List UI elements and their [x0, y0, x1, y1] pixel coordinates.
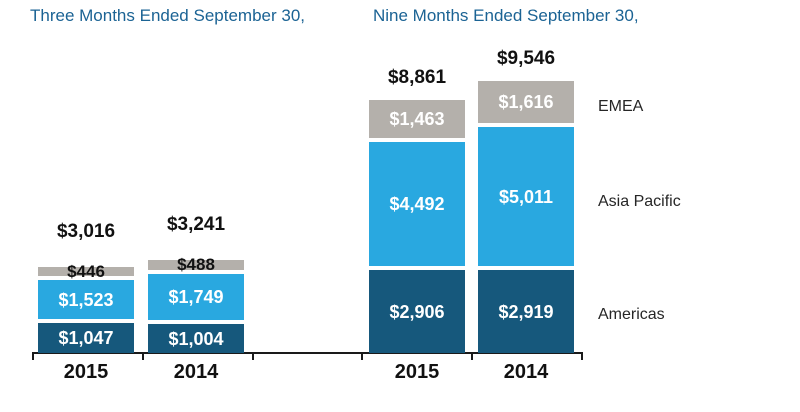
- bar-segment-americas: $2,906: [369, 270, 465, 353]
- axis-tick: [581, 352, 583, 360]
- bar-total-label: $9,546: [496, 48, 556, 69]
- segment-value-label: $488: [177, 255, 215, 274]
- segment-value-label: $1,463: [389, 109, 445, 129]
- chart-title-three-months: Three Months Ended September 30,: [30, 6, 305, 25]
- x-axis-category-label: 2014: [503, 361, 549, 383]
- x-axis-category-label: 2015: [394, 361, 440, 383]
- bar-2015-three-months: $1,047 $1,523 $446: [38, 262, 134, 353]
- x-axis-line: [33, 352, 583, 354]
- axis-tick: [252, 352, 254, 360]
- bar-segment-asia-pacific: $5,011: [478, 127, 574, 270]
- segment-value-label: $2,919: [498, 301, 554, 322]
- bar-2014-nine-months: $2,919 $5,011 $1,616: [478, 81, 574, 353]
- x-axis-category-label: 2015: [63, 361, 109, 383]
- bar-total-label: $8,861: [387, 67, 447, 88]
- bar-2014-three-months: $1,004 $1,749 $488: [148, 256, 244, 353]
- bar-segment-emea: $1,463: [369, 100, 465, 142]
- legend-label-americas: Americas: [598, 306, 665, 323]
- bar-2015-nine-months: $2,906 $4,492 $1,463: [369, 100, 465, 353]
- axis-tick: [32, 352, 34, 360]
- bar-total-label: $3,016: [56, 221, 116, 242]
- bar-segment-americas: $2,919: [478, 270, 574, 353]
- segment-value-label: $4,492: [389, 194, 445, 214]
- segment-value-label: $1,047: [58, 328, 114, 348]
- bar-total-label: $3,241: [166, 214, 226, 235]
- bar-segment-americas: $1,004: [148, 324, 244, 353]
- bar-segment-emea: $446: [38, 262, 134, 280]
- axis-tick: [471, 352, 473, 360]
- segment-value-label: $2,906: [389, 301, 445, 322]
- bar-segment-americas: $1,047: [38, 323, 134, 353]
- axis-tick: [361, 352, 363, 360]
- axis-tick: [142, 352, 144, 360]
- bar-segment-asia-pacific: $4,492: [369, 142, 465, 270]
- bar-segment-emea: $488: [148, 256, 244, 274]
- segment-value-label: $1,616: [498, 92, 554, 112]
- segment-value-label: $446: [67, 261, 105, 281]
- bar-segment-asia-pacific: $1,523: [38, 280, 134, 323]
- x-axis-category-label: 2014: [173, 361, 219, 383]
- segment-value-label: $1,523: [58, 289, 114, 310]
- chart-title-nine-months: Nine Months Ended September 30,: [373, 6, 639, 25]
- bar-segment-asia-pacific: $1,749: [148, 274, 244, 324]
- legend-label-asia-pacific: Asia Pacific: [598, 193, 681, 210]
- legend-label-emea: EMEA: [598, 98, 644, 115]
- segment-value-label: $5,011: [498, 186, 554, 207]
- segment-value-label: $1,004: [168, 328, 224, 349]
- segment-value-label: $1,749: [168, 287, 224, 307]
- bar-segment-emea: $1,616: [478, 81, 574, 127]
